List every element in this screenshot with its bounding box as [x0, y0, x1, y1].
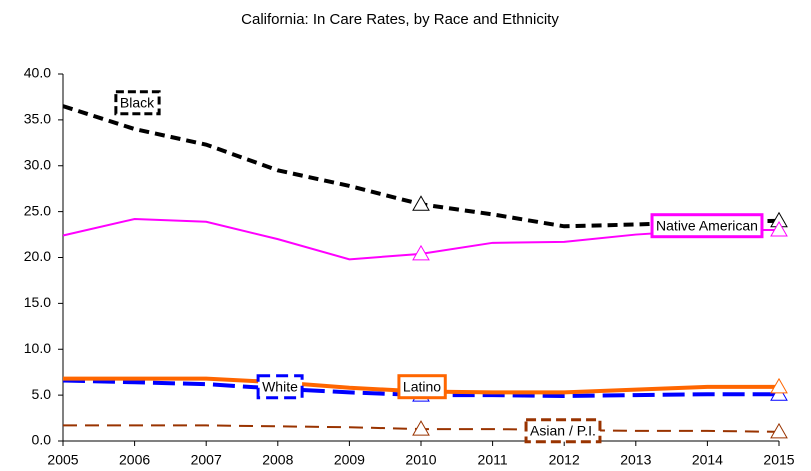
legend-label: Black — [120, 95, 155, 111]
legend-label: Native American — [656, 218, 758, 234]
legend-box — [524, 418, 602, 444]
triangle-marker — [770, 377, 788, 394]
y-tick-label: 15.0 — [24, 294, 51, 310]
x-tick-label: 2015 — [763, 452, 794, 468]
y-tick-label: 35.0 — [24, 111, 51, 127]
x-tick-label: 2005 — [47, 452, 78, 468]
y-tick-label: 10.0 — [24, 340, 51, 356]
legend-label: White — [262, 379, 298, 395]
x-tick-label: 2006 — [119, 452, 150, 468]
x-tick-label: 2014 — [692, 452, 723, 468]
x-tick-label: 2011 — [478, 452, 508, 468]
triangle-marker — [412, 195, 430, 211]
legend-box — [650, 213, 764, 239]
x-tick-label: 2012 — [549, 452, 580, 468]
triangle-marker — [770, 422, 788, 439]
y-tick-label: 40.0 — [24, 65, 51, 81]
x-tick-label: 2013 — [620, 452, 651, 468]
legend-label: Latino — [403, 379, 441, 395]
x-tick-label: 2010 — [405, 452, 436, 468]
legend-box — [397, 374, 447, 400]
triangle-marker — [770, 220, 788, 237]
legend-box — [256, 374, 304, 400]
triangle-marker — [412, 244, 430, 261]
legend-box — [114, 90, 161, 116]
x-tick-label: 2008 — [262, 452, 293, 468]
y-tick-label: 25.0 — [24, 202, 51, 218]
y-tick-label: 5.0 — [32, 386, 52, 402]
y-tick-label: 20.0 — [24, 248, 51, 264]
triangle-marker — [412, 420, 430, 436]
x-tick-label: 2009 — [334, 452, 365, 468]
y-tick-label: 0.0 — [32, 432, 52, 448]
legend-label: Asian / P.I. — [530, 423, 596, 439]
y-tick-label: 30.0 — [24, 156, 51, 172]
chart-title: California: In Care Rates, by Race and E… — [241, 11, 559, 28]
x-tick-label: 2007 — [191, 452, 222, 468]
